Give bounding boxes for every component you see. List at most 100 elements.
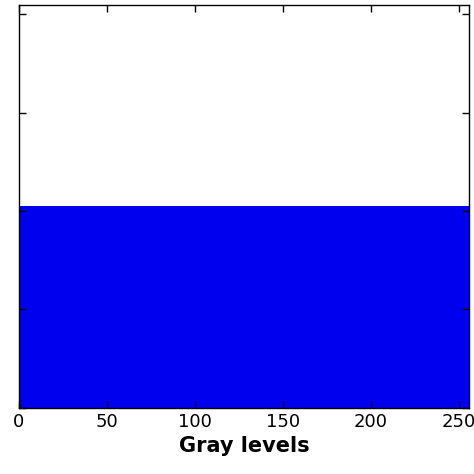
Bar	[362, 206, 364, 408]
Bar	[334, 206, 336, 408]
Bar	[216, 206, 218, 408]
Bar	[262, 206, 264, 408]
Bar	[103, 206, 105, 408]
Bar	[70, 206, 72, 408]
Bar	[369, 206, 371, 408]
Bar	[237, 206, 239, 408]
Bar	[130, 206, 132, 408]
Bar	[353, 206, 355, 408]
Bar	[341, 206, 343, 408]
Bar	[430, 206, 432, 408]
Bar	[225, 206, 227, 408]
Bar	[381, 206, 383, 408]
Bar	[66, 206, 68, 408]
Bar	[153, 206, 155, 408]
Bar	[58, 206, 59, 408]
Bar	[290, 206, 292, 408]
Bar	[191, 206, 193, 408]
Bar	[304, 206, 306, 408]
Bar	[408, 206, 410, 408]
Bar	[402, 206, 404, 408]
Bar	[79, 206, 81, 408]
Bar	[443, 206, 445, 408]
Bar	[462, 206, 464, 408]
Bar	[432, 206, 434, 408]
Bar	[33, 206, 35, 408]
Bar	[385, 206, 387, 408]
Bar	[140, 206, 142, 408]
Bar	[82, 206, 84, 408]
Bar	[246, 206, 247, 408]
Bar	[144, 206, 146, 408]
Bar	[441, 206, 443, 408]
Bar	[177, 206, 179, 408]
Bar	[374, 206, 376, 408]
Bar	[438, 206, 439, 408]
Bar	[279, 206, 281, 408]
Bar	[202, 206, 204, 408]
Bar	[283, 206, 284, 408]
Bar	[234, 206, 235, 408]
Bar	[160, 206, 162, 408]
Bar	[205, 206, 207, 408]
Bar	[109, 206, 110, 408]
Bar	[172, 206, 174, 408]
Bar	[119, 206, 121, 408]
Bar	[118, 206, 119, 408]
Bar	[308, 206, 309, 408]
Bar	[253, 206, 255, 408]
Bar	[351, 206, 353, 408]
Bar	[327, 206, 328, 408]
Bar	[146, 206, 147, 408]
Bar	[429, 206, 430, 408]
Bar	[395, 206, 397, 408]
Bar	[101, 206, 103, 408]
Bar	[373, 206, 374, 408]
Bar	[163, 206, 165, 408]
Bar	[73, 206, 75, 408]
Bar	[302, 206, 304, 408]
Bar	[249, 206, 251, 408]
Bar	[242, 206, 244, 408]
Bar	[209, 206, 210, 408]
Bar	[112, 206, 114, 408]
Bar	[336, 206, 337, 408]
Bar	[415, 206, 417, 408]
Bar	[350, 206, 351, 408]
Bar	[439, 206, 441, 408]
Bar	[306, 206, 308, 408]
Bar	[235, 206, 237, 408]
Bar	[239, 206, 241, 408]
Bar	[59, 206, 61, 408]
Bar	[207, 206, 209, 408]
Bar	[293, 206, 295, 408]
Bar	[51, 206, 53, 408]
Bar	[100, 206, 101, 408]
Bar	[265, 206, 267, 408]
Bar	[258, 206, 260, 408]
Bar	[38, 206, 40, 408]
Bar	[218, 206, 219, 408]
Bar	[84, 206, 86, 408]
Bar	[40, 206, 42, 408]
Bar	[21, 206, 22, 408]
Bar	[264, 206, 265, 408]
Bar	[467, 206, 469, 408]
Bar	[343, 206, 345, 408]
Bar	[63, 206, 64, 408]
Bar	[190, 206, 191, 408]
Bar	[81, 206, 82, 408]
Bar	[193, 206, 195, 408]
Bar	[267, 206, 269, 408]
Bar	[332, 206, 334, 408]
Bar	[272, 206, 274, 408]
Bar	[450, 206, 452, 408]
Bar	[61, 206, 63, 408]
Bar	[42, 206, 44, 408]
Bar	[390, 206, 392, 408]
Bar	[147, 206, 149, 408]
Bar	[445, 206, 447, 408]
Bar	[260, 206, 262, 408]
Bar	[77, 206, 79, 408]
Bar	[227, 206, 228, 408]
